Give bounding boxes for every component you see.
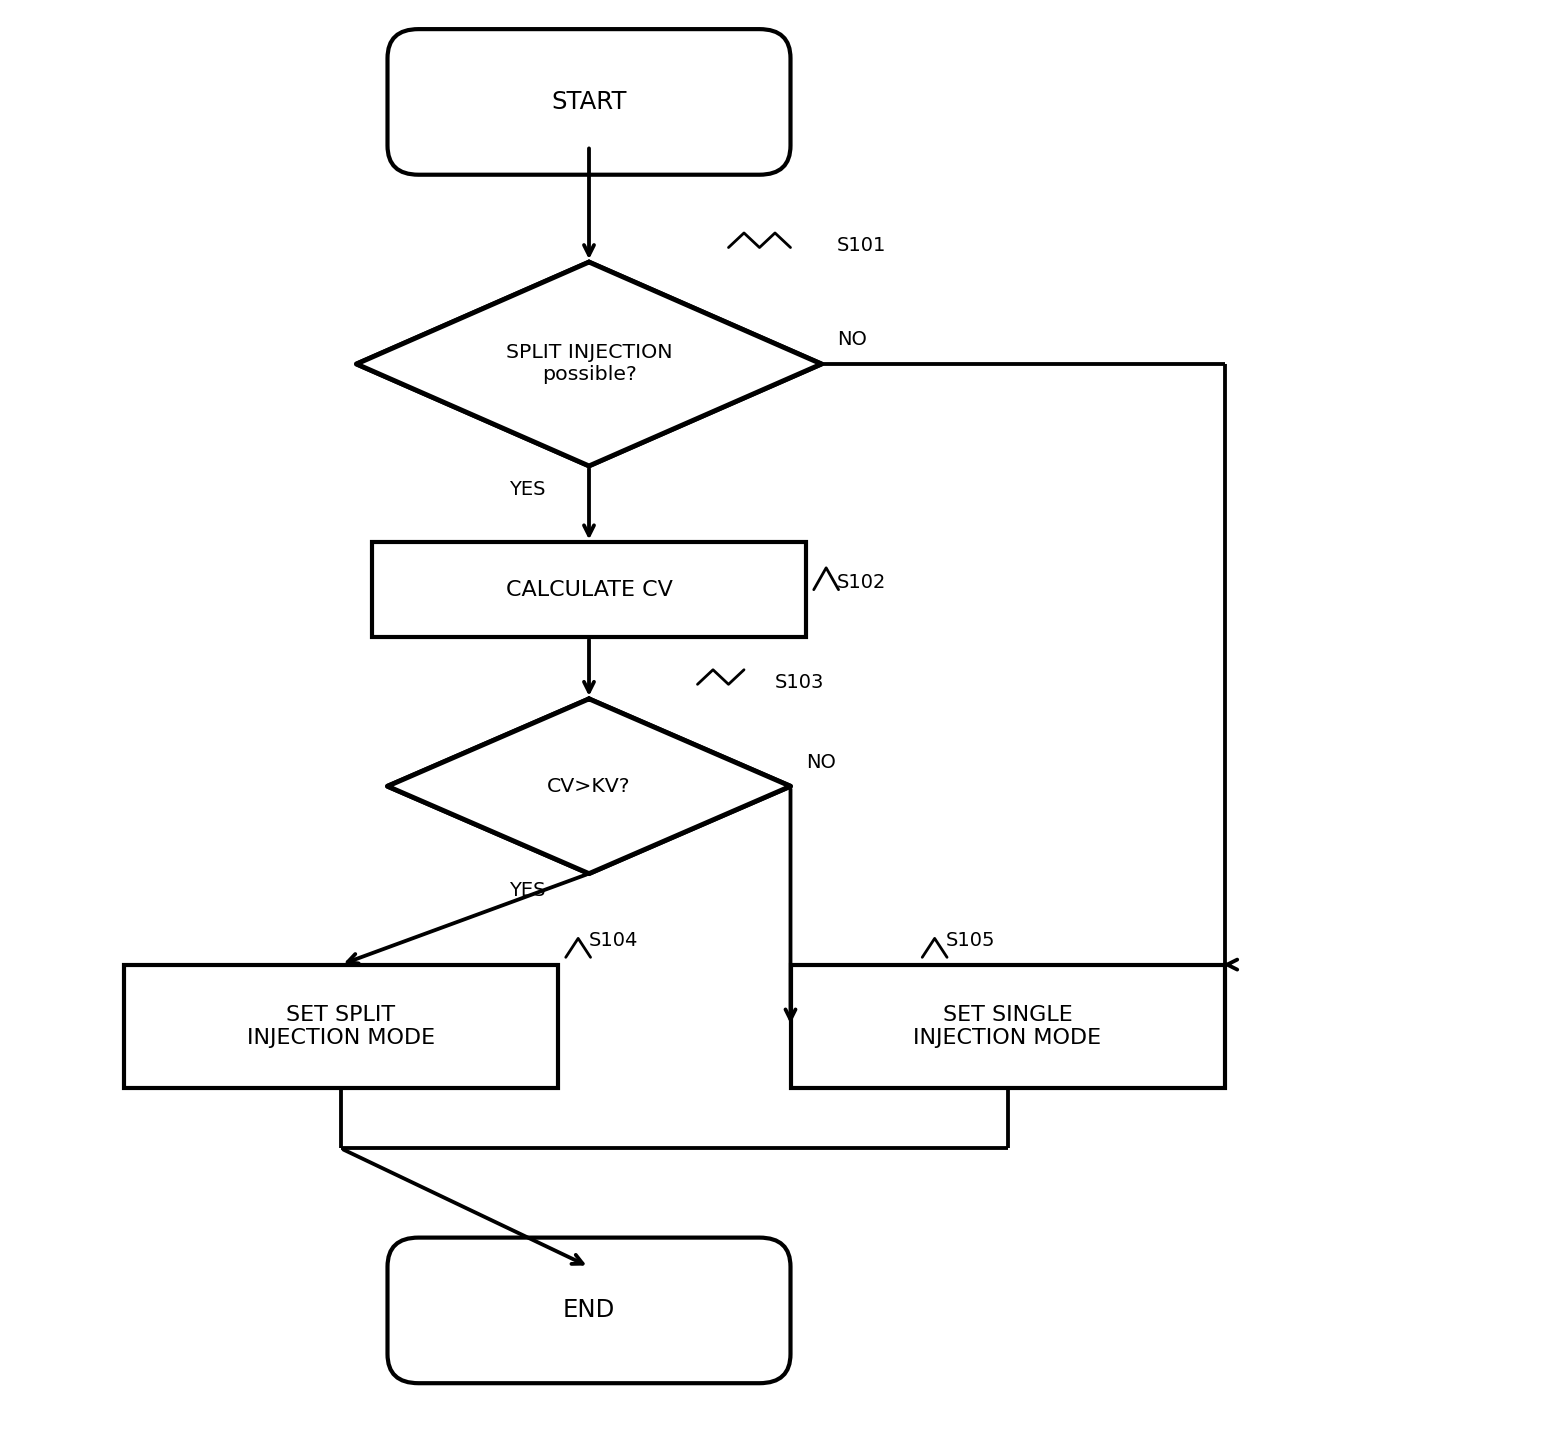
Text: CV>KV?: CV>KV?	[547, 776, 631, 796]
Text: END: END	[563, 1299, 615, 1322]
FancyBboxPatch shape	[388, 1238, 790, 1383]
Text: SET SPLIT
INJECTION MODE: SET SPLIT INJECTION MODE	[246, 1005, 436, 1048]
Text: START: START	[552, 90, 626, 114]
Text: SPLIT INJECTION
possible?: SPLIT INJECTION possible?	[505, 344, 673, 384]
Text: CALCULATE CV: CALCULATE CV	[505, 579, 673, 600]
Bar	[790, 964, 1224, 1089]
Polygon shape	[388, 699, 790, 874]
Bar	[124, 964, 558, 1089]
Bar	[372, 543, 806, 638]
Text: S105: S105	[946, 930, 995, 949]
Text: YES: YES	[508, 881, 546, 900]
Text: NO: NO	[837, 331, 866, 349]
Text: SET SINGLE
INJECTION MODE: SET SINGLE INJECTION MODE	[913, 1005, 1102, 1048]
Text: YES: YES	[508, 480, 546, 499]
Text: S102: S102	[837, 572, 887, 593]
Polygon shape	[356, 262, 822, 466]
Text: NO: NO	[806, 753, 835, 772]
Text: S103: S103	[775, 673, 825, 692]
Text: S101: S101	[837, 236, 887, 255]
FancyBboxPatch shape	[388, 29, 790, 175]
Text: S104: S104	[589, 930, 639, 949]
